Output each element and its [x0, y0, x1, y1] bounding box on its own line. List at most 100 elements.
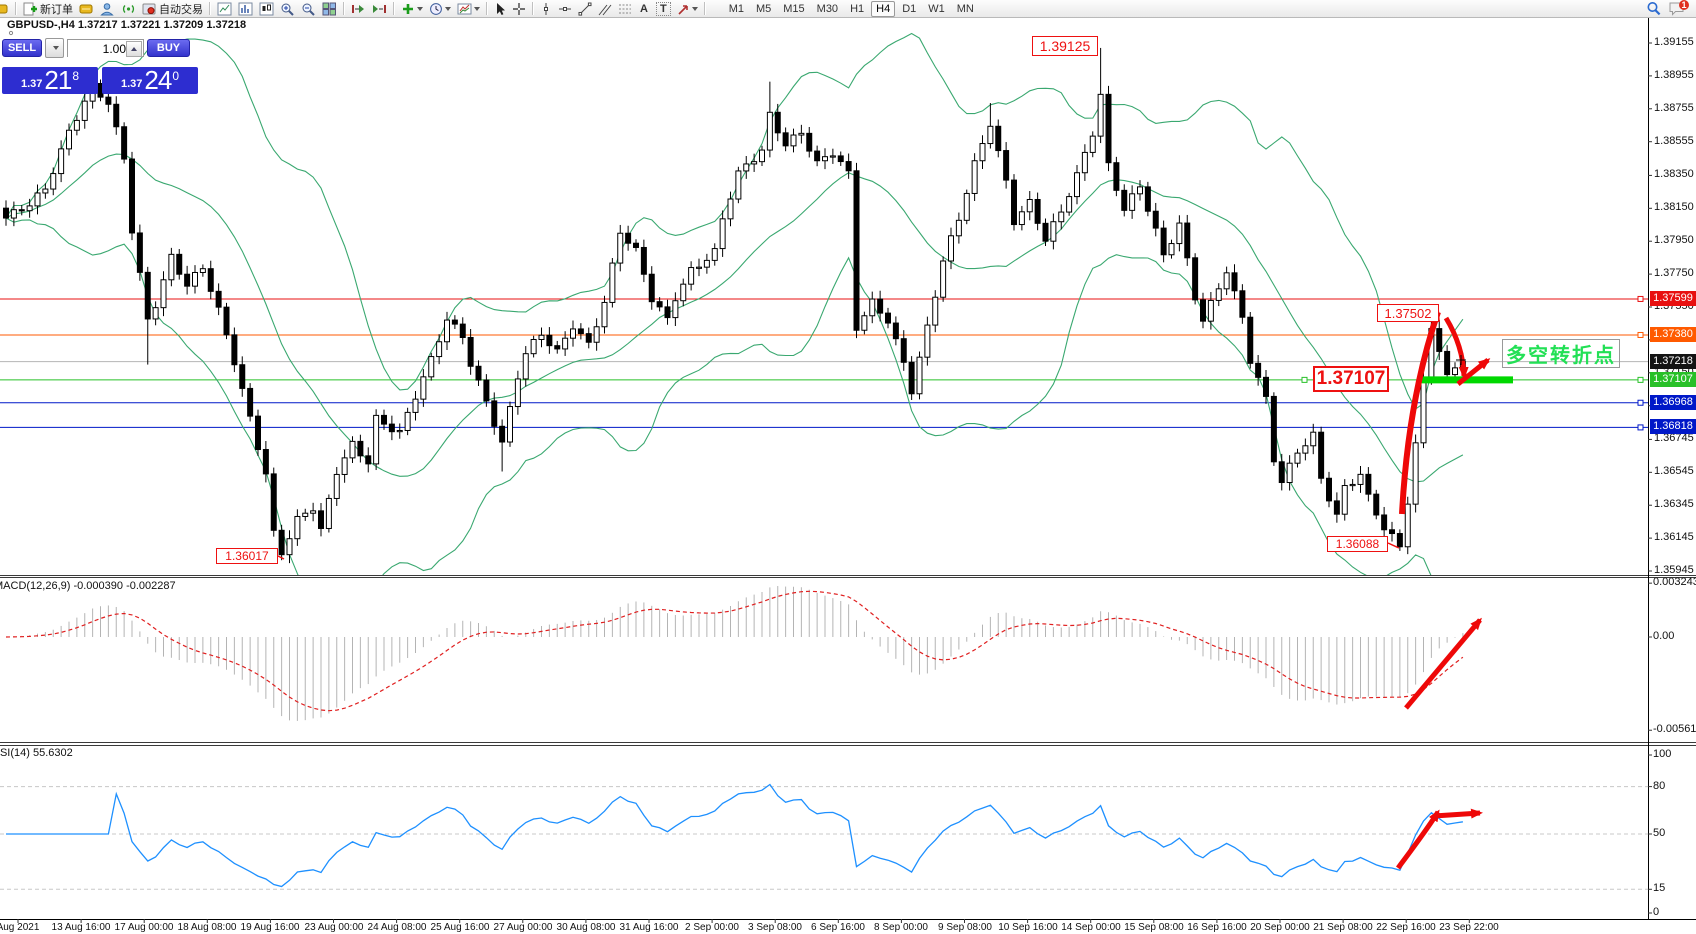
shapes-dropdown[interactable]: [675, 1, 700, 16]
candle-chart-window-button[interactable]: [257, 1, 276, 16]
zoom-in-button[interactable]: [278, 1, 297, 16]
timeframe-m1[interactable]: M1: [728, 2, 744, 15]
market-watch-button[interactable]: [77, 1, 96, 16]
timeframe-h4[interactable]: H4: [871, 0, 896, 17]
timeframe-m30[interactable]: M30: [816, 2, 839, 15]
zoom-out-button[interactable]: [299, 1, 318, 16]
toolbar-separator: [209, 2, 211, 15]
bounce-arrow[interactable]: [1456, 358, 1491, 386]
horizontal-line-icon: [559, 6, 571, 11]
fibonacci-tool[interactable]: [616, 1, 634, 16]
auto-scroll-button[interactable]: [349, 1, 368, 16]
candle-body: [113, 103, 120, 128]
candle-body: [1286, 462, 1293, 484]
timeframe-d1[interactable]: D1: [902, 2, 917, 15]
gold-book-icon: [79, 4, 93, 13]
notification-badge: 1: [1679, 0, 1689, 10]
zoom-out-icon: [302, 3, 315, 16]
candle-body: [1223, 272, 1230, 290]
timeframe-m15[interactable]: M15: [783, 2, 805, 15]
label-tool[interactable]: T: [654, 1, 673, 16]
candle-body: [971, 160, 978, 194]
candle-body: [436, 341, 443, 358]
line-handle[interactable]: [1637, 376, 1644, 383]
candle-body: [1081, 151, 1088, 174]
candle-body: [451, 319, 458, 325]
new-order-button[interactable]: 新订单: [21, 1, 75, 16]
candle-body: [648, 273, 655, 303]
volume-stepper[interactable]: [126, 41, 142, 57]
timeframe-h1[interactable]: H1: [850, 2, 865, 15]
candle-body: [790, 134, 797, 147]
sell-price-display[interactable]: 1.37 21 8: [2, 65, 98, 95]
line-handle[interactable]: [1637, 331, 1644, 338]
line-handle[interactable]: [1637, 295, 1644, 302]
templates-dropdown[interactable]: [455, 1, 482, 16]
line-handle[interactable]: [1637, 399, 1644, 406]
trendline-tool[interactable]: [576, 1, 594, 16]
bar-chart-window-button[interactable]: [236, 1, 255, 16]
pullback-arrow[interactable]: [1443, 316, 1469, 379]
search-button[interactable]: [1644, 1, 1664, 16]
rsi-flat-arrow[interactable]: [1433, 808, 1483, 819]
candle-body: [1452, 367, 1458, 376]
new-chart-window-button[interactable]: [215, 1, 234, 16]
candle-body: [129, 158, 135, 234]
indicators-dropdown[interactable]: [399, 1, 425, 16]
sell-button[interactable]: SELL: [2, 39, 42, 57]
candles-series: [3, 47, 1466, 564]
candle-body: [270, 473, 277, 531]
candle-body: [136, 232, 143, 273]
buy-button[interactable]: BUY: [147, 39, 190, 57]
timeframe-w1[interactable]: W1: [928, 2, 945, 15]
candle-body: [696, 266, 702, 269]
profile-button[interactable]: [98, 1, 117, 16]
candle-body: [152, 307, 159, 320]
candle-body: [593, 326, 600, 343]
candle-body: [223, 306, 230, 336]
candle-body: [1404, 503, 1411, 548]
autotrading-button[interactable]: 自动交易: [140, 1, 205, 16]
autotrading-label: 自动交易: [159, 3, 203, 16]
candle-body: [601, 301, 608, 328]
signals-button[interactable]: [119, 1, 138, 16]
macd-up-arrow[interactable]: [1404, 617, 1482, 710]
notifications-button[interactable]: 1: [1666, 0, 1691, 16]
candle-body: [664, 306, 671, 319]
clipped-toolbar-icon[interactable]: [0, 1, 11, 16]
crosshair-tool-button[interactable]: [510, 1, 528, 16]
expert-status-icon: [8, 30, 14, 36]
horizontal-line-tool[interactable]: [556, 1, 574, 16]
zoom-in-icon: [281, 3, 294, 16]
candle-body: [1215, 288, 1222, 301]
toolbar-separator: [486, 2, 488, 15]
tile-windows-icon: [322, 2, 336, 15]
cursor-tool-button[interactable]: [492, 1, 508, 16]
line-handle[interactable]: [1301, 376, 1308, 383]
candle-body: [877, 298, 884, 314]
timeframe-mn[interactable]: MN: [956, 2, 974, 15]
candle-body: [310, 510, 317, 514]
volume-input[interactable]: [68, 40, 128, 58]
candle-body: [522, 353, 529, 380]
candle-body: [1018, 211, 1025, 226]
buy-price-display[interactable]: 1.37 24 0: [102, 65, 198, 95]
chart-shift-button[interactable]: [370, 1, 389, 16]
candle-chart-window-icon: [259, 2, 274, 15]
label-tool-icon: T: [655, 1, 671, 16]
rally-arrow[interactable]: [1399, 309, 1441, 515]
line-handle[interactable]: [1637, 424, 1644, 431]
candle-body: [577, 328, 584, 335]
candle-body: [963, 192, 970, 221]
trade-options-dropdown[interactable]: [45, 38, 64, 58]
timeframe-m5[interactable]: M5: [755, 2, 772, 15]
candle-body: [1263, 376, 1269, 397]
vertical-line-tool[interactable]: [538, 1, 554, 16]
macd-indicator-label: MACD(12,26,9) -0.000390 -0.002287: [0, 580, 176, 592]
tile-windows-button[interactable]: [320, 1, 339, 16]
candle-body: [357, 440, 364, 457]
periods-dropdown[interactable]: [427, 1, 453, 16]
channel-tool[interactable]: [596, 1, 614, 16]
text-tool[interactable]: A: [636, 1, 652, 16]
